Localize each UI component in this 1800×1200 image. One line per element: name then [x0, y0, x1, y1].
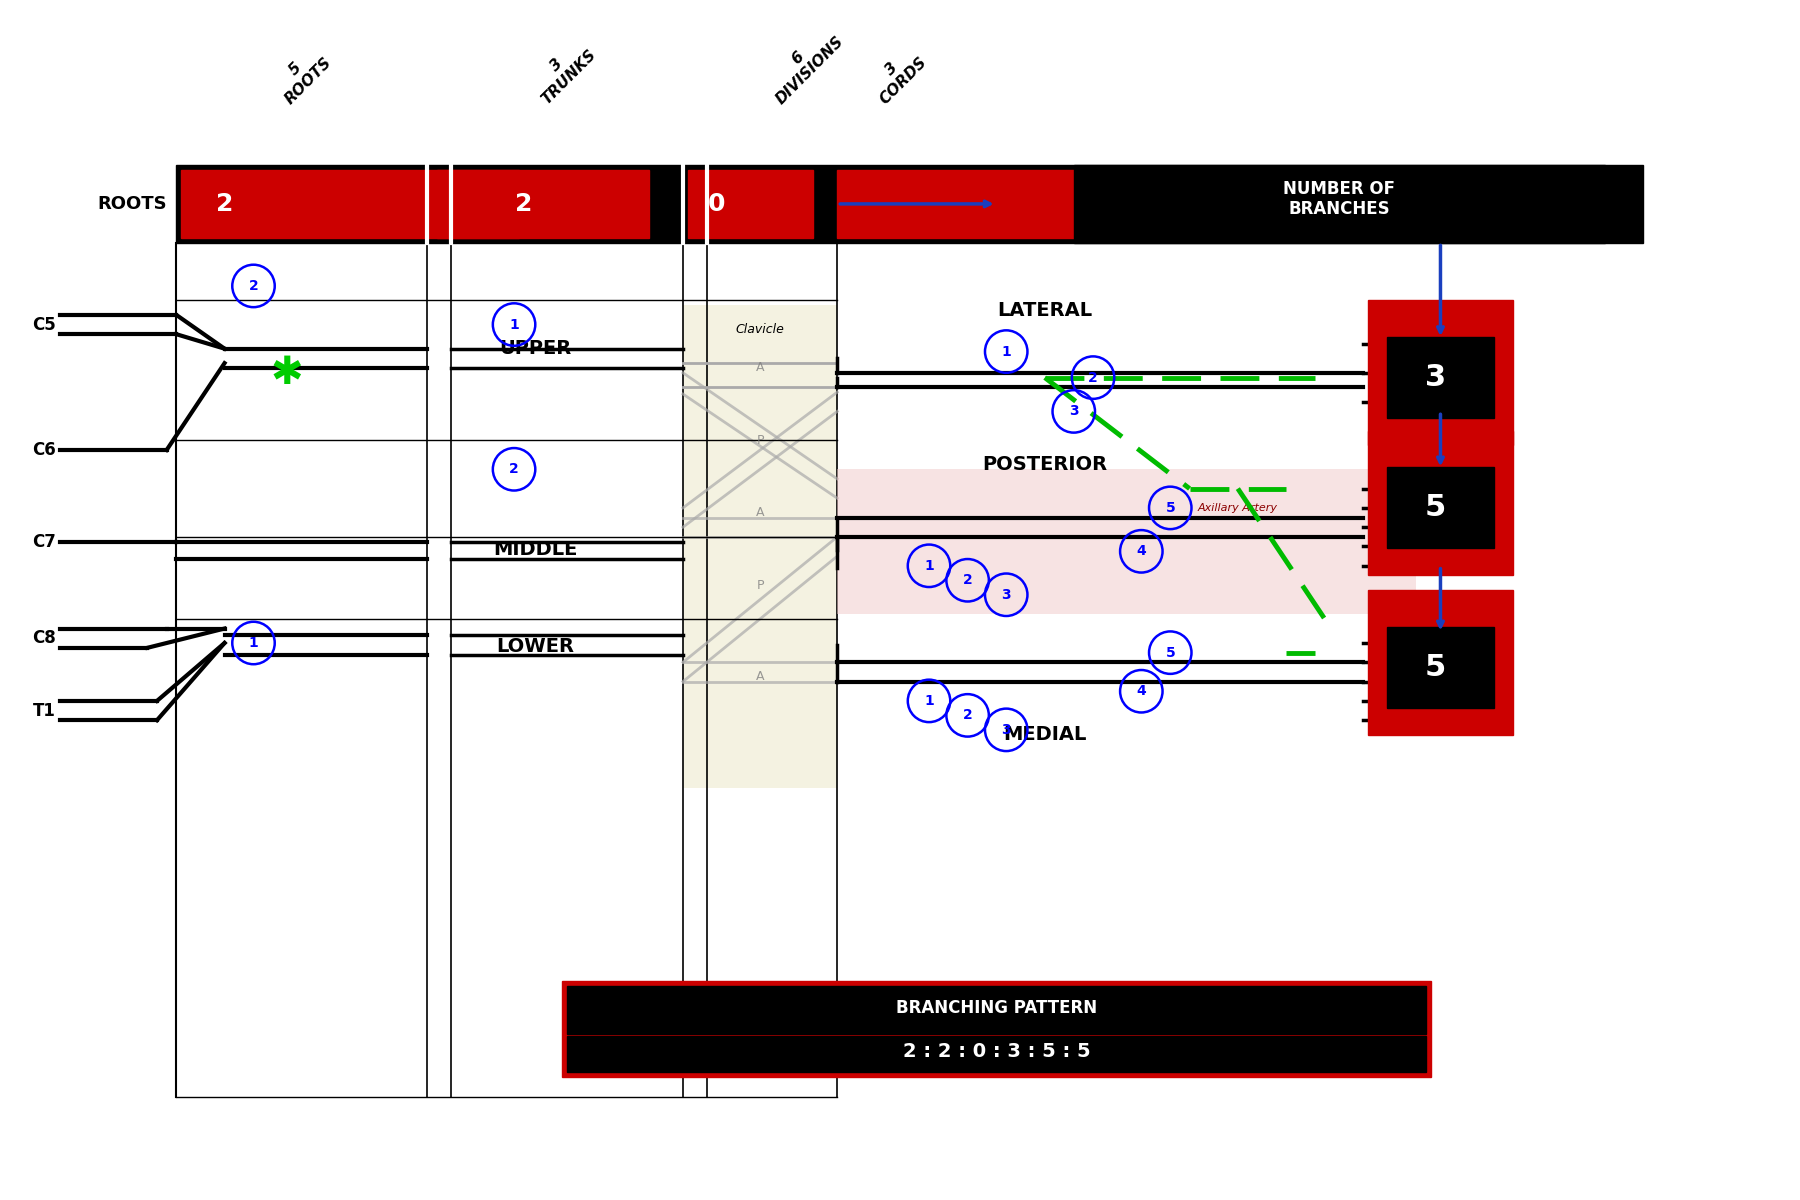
Text: ✱: ✱ — [272, 354, 304, 391]
Text: 1: 1 — [248, 636, 259, 650]
Text: 3: 3 — [1001, 722, 1012, 737]
Bar — [1388, 467, 1494, 548]
Bar — [1368, 300, 1512, 445]
Text: 2: 2 — [963, 574, 972, 587]
Bar — [837, 170, 1397, 238]
Text: 5: 5 — [1165, 646, 1175, 660]
Bar — [176, 166, 1643, 242]
Bar — [562, 980, 1431, 1078]
Text: 4: 4 — [1136, 545, 1147, 558]
Bar — [1075, 166, 1604, 242]
Text: A: A — [756, 671, 765, 683]
Bar — [182, 170, 518, 238]
Bar — [682, 305, 837, 787]
Text: 4: 4 — [1136, 684, 1147, 698]
Bar — [688, 170, 814, 238]
Text: ROOTS: ROOTS — [97, 194, 167, 212]
Text: T1: T1 — [32, 702, 56, 720]
Text: A: A — [756, 361, 765, 374]
Text: MEDIAL: MEDIAL — [1003, 725, 1087, 744]
Text: UPPER: UPPER — [499, 340, 571, 358]
Text: A: A — [756, 506, 765, 520]
Text: 1: 1 — [1001, 344, 1012, 359]
Bar — [1368, 590, 1512, 734]
Text: C6: C6 — [32, 440, 56, 458]
Bar — [437, 170, 650, 238]
Text: MIDDLE: MIDDLE — [493, 540, 578, 559]
Text: Clavicle: Clavicle — [736, 323, 785, 336]
Text: BRANCHING PATTERN: BRANCHING PATTERN — [896, 998, 1098, 1016]
Text: 2: 2 — [963, 708, 972, 722]
Text: 2: 2 — [216, 192, 234, 216]
Text: P: P — [756, 578, 763, 592]
Text: P: P — [756, 434, 763, 446]
Text: 3
CORDS: 3 CORDS — [866, 42, 931, 108]
Text: 5: 5 — [1426, 493, 1445, 522]
Text: 3
TRUNKS: 3 TRUNKS — [526, 35, 599, 108]
Text: Median
Nerve: Median Nerve — [1411, 521, 1449, 542]
Text: 1: 1 — [923, 694, 934, 708]
Text: LOWER: LOWER — [497, 637, 574, 656]
Text: 0: 0 — [707, 192, 725, 216]
Text: C5: C5 — [32, 316, 56, 334]
Bar — [567, 1036, 1426, 1073]
Text: 6
DIVISIONS: 6 DIVISIONS — [761, 22, 846, 108]
Text: Axillary Artery: Axillary Artery — [1197, 503, 1278, 512]
Text: 2: 2 — [509, 462, 518, 476]
Bar — [1388, 337, 1494, 418]
Text: 5: 5 — [1165, 500, 1175, 515]
Text: 5: 5 — [1426, 653, 1445, 682]
Text: 3: 3 — [1426, 364, 1445, 392]
Text: 2: 2 — [248, 278, 259, 293]
Text: 3: 3 — [1001, 588, 1012, 601]
Text: 1: 1 — [923, 559, 934, 572]
Text: 2 : 2 : 0 : 3 : 5 : 5: 2 : 2 : 0 : 3 : 5 : 5 — [904, 1042, 1091, 1061]
Bar — [837, 469, 1417, 614]
Text: 5
ROOTS: 5 ROOTS — [270, 43, 335, 108]
Text: 2: 2 — [1089, 371, 1098, 385]
Text: 3: 3 — [1069, 404, 1078, 419]
Bar — [1368, 431, 1512, 576]
Text: LATERAL: LATERAL — [997, 300, 1093, 319]
Text: 1: 1 — [509, 318, 518, 331]
Text: POSTERIOR: POSTERIOR — [983, 455, 1107, 474]
Text: C7: C7 — [32, 533, 56, 551]
Bar — [567, 985, 1426, 1034]
Text: C8: C8 — [32, 629, 56, 647]
Text: NUMBER OF
BRANCHES: NUMBER OF BRANCHES — [1283, 180, 1395, 218]
Bar — [1388, 626, 1494, 708]
Text: 2: 2 — [515, 192, 533, 216]
